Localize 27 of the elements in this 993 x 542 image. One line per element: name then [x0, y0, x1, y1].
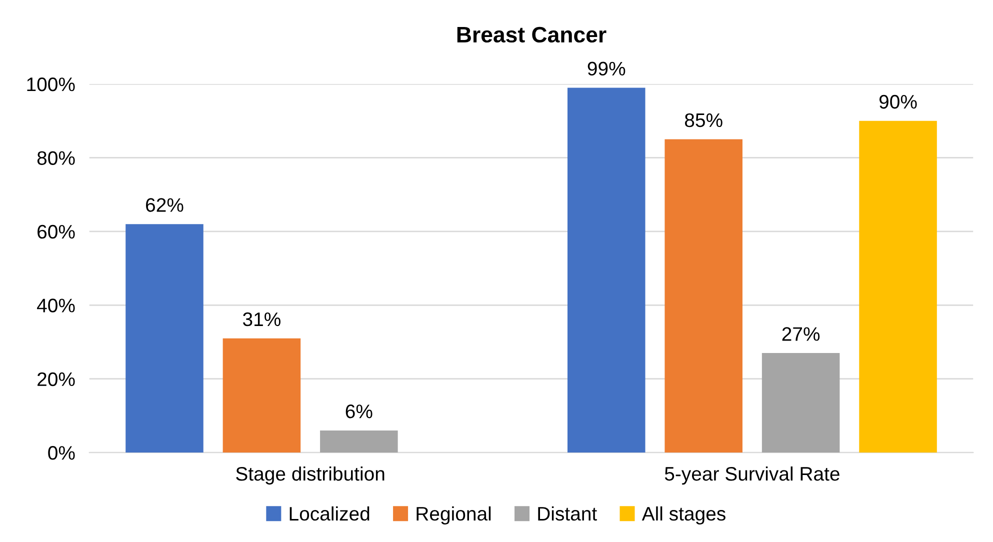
bar — [859, 120, 937, 453]
y-tick-label: 20% — [38, 372, 75, 386]
y-tick-label: 60% — [38, 224, 75, 239]
bar — [222, 338, 301, 453]
chart-title: Breast Cancer — [457, 26, 606, 43]
bar — [762, 353, 840, 453]
x-tick-label: 5-year Survival Rate — [664, 466, 840, 485]
legend-label: Distant — [538, 506, 597, 521]
data-label: 31% — [242, 312, 280, 326]
bar — [664, 139, 742, 453]
data-label: 27% — [782, 327, 820, 341]
data-label: 62% — [146, 198, 184, 212]
y-tick-label: 40% — [37, 298, 75, 312]
bar — [320, 430, 398, 453]
data-label: 90% — [879, 94, 917, 109]
bar — [567, 88, 646, 453]
y-tick-label: 100% — [27, 77, 75, 92]
data-label: 6% — [346, 404, 372, 418]
legend-label: All stages — [642, 506, 726, 524]
legend-label: Regional — [416, 506, 491, 524]
y-tick-label: 0% — [48, 446, 75, 460]
x-tick-label: Stage distribution — [236, 466, 384, 485]
legend-label: Localized — [290, 506, 370, 521]
data-label: 85% — [684, 113, 722, 128]
data-label: 99% — [588, 62, 626, 76]
bar — [126, 224, 204, 453]
y-tick-label: 80% — [37, 151, 75, 165]
